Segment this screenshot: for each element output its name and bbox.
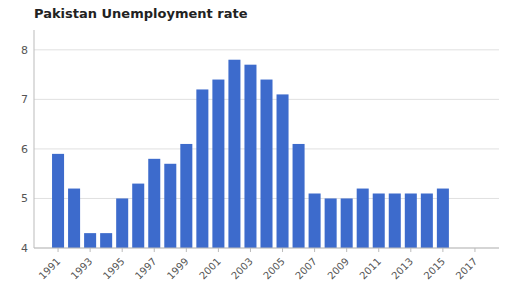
x-tick [154,248,155,252]
bar [293,144,305,248]
bar [244,65,256,248]
grid-line [34,248,499,249]
x-tick [250,248,251,252]
chart-container: Pakistan Unemployment rate45678199119931… [0,0,513,292]
x-tick [186,248,187,252]
chart: Pakistan Unemployment rate45678199119931… [0,0,513,292]
x-tick-label: 1995 [101,256,127,282]
bar [405,194,417,249]
bar [164,164,176,248]
bar [68,189,80,248]
x-tick-label: 1993 [69,256,95,282]
bar [357,189,369,248]
x-tick-label: 2005 [261,256,287,282]
bar [100,233,112,248]
x-tick-label: 2007 [293,256,319,282]
y-tick-label: 5 [21,192,28,205]
bar [116,198,128,248]
x-tick-label: 1991 [37,256,63,282]
x-tick-label: 2011 [357,256,383,282]
x-tick-label: 2013 [389,256,415,282]
x-tick-label: 1999 [165,256,191,282]
y-tick-label: 7 [21,93,28,106]
bar [260,80,272,248]
x-tick [410,248,411,252]
x-tick-label: 2015 [422,256,448,282]
bar [373,194,385,249]
x-tick [474,248,475,252]
x-tick [58,248,59,252]
bar [389,194,401,249]
x-tick-label: 1997 [133,256,159,282]
grid-line [34,49,499,50]
x-tick-label: 2009 [325,256,351,282]
x-tick [378,248,379,252]
x-tick [90,248,91,252]
x-tick [282,248,283,252]
x-axis: 1991199319951997199920012003200520072009… [34,248,499,281]
bar [437,189,449,248]
x-tick [314,248,315,252]
bars [52,60,449,248]
y-tick-label: 4 [21,242,28,255]
x-tick-label: 2003 [229,256,255,282]
title: Pakistan Unemployment rate [34,6,248,21]
bar [84,233,96,248]
bar [228,60,240,248]
bar [196,89,208,248]
x-tick [442,248,443,252]
x-tick [218,248,219,252]
bar [341,198,353,248]
bar [132,184,144,248]
bar [309,194,321,249]
y-tick-label: 8 [21,44,28,57]
y-axis-line [34,30,35,248]
x-tick-label: 2001 [197,256,223,282]
bar [325,198,337,248]
bar [52,154,64,248]
x-tick [122,248,123,252]
bar [212,80,224,248]
bar [421,194,433,249]
bar [277,94,289,248]
bar [180,144,192,248]
x-tick-label: 2017 [454,256,480,282]
x-tick [346,248,347,252]
x-axis-line [34,248,499,249]
bar [148,159,160,248]
y-tick-label: 6 [21,143,28,156]
